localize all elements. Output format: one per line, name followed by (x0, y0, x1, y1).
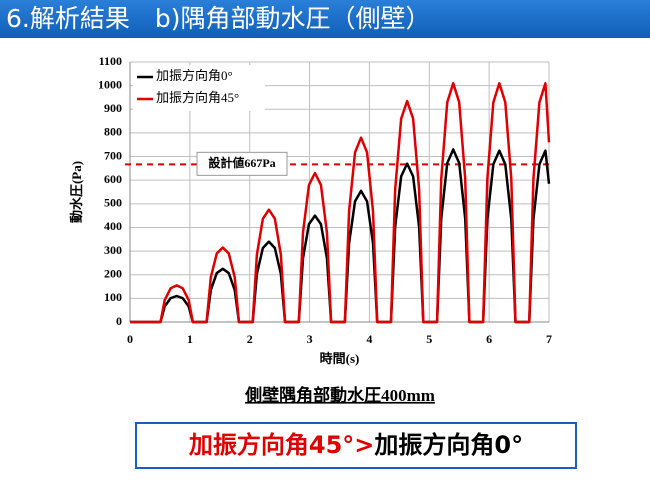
slide-title: 6.解析結果 b)隅角部動水圧（側壁） (6, 4, 430, 33)
conclusion-right: 加振方向角0° (374, 431, 523, 459)
y-tick-label: 200 (104, 266, 122, 280)
y-tick-label: 100 (104, 290, 122, 304)
x-tick-label: 6 (486, 332, 492, 346)
x-tick-label: 3 (307, 332, 313, 346)
legend-label: 加振方向角45° (156, 90, 239, 105)
conclusion-box (135, 422, 577, 469)
x-axis-label: 時間(s) (320, 351, 360, 366)
y-tick-label: 300 (104, 243, 122, 257)
y-tick-label: 600 (104, 172, 122, 186)
header-bar (0, 0, 650, 38)
y-axis-label: 動水圧(Pa) (69, 161, 84, 223)
reference-label: 設計値667Pa (208, 155, 275, 170)
y-tick-label: 1000 (98, 77, 122, 91)
series-line (130, 82, 551, 324)
x-tick-label: 0 (127, 332, 133, 346)
legend-box (133, 65, 265, 111)
legend-label: 加振方向角0° (156, 68, 233, 83)
x-tick-label: 2 (247, 332, 253, 346)
reference-label-box (196, 151, 288, 176)
y-tick-label: 900 (104, 101, 122, 115)
y-tick-label: 500 (104, 196, 122, 210)
y-tick-label: 800 (104, 125, 122, 139)
y-tick-label: 1100 (99, 54, 122, 68)
y-tick-label: 700 (104, 148, 122, 162)
x-tick-label: 7 (546, 332, 552, 346)
caption: 側壁隅角部動水圧400mm (244, 385, 435, 405)
x-tick-label: 1 (187, 332, 193, 346)
conclusion: 加振方向角45°>加振方向角0° (189, 431, 523, 459)
y-tick-label: 0 (116, 314, 122, 328)
y-tick-label: 400 (104, 219, 122, 233)
x-tick-label: 4 (366, 332, 372, 346)
conclusion-left: 加振方向角45°> (189, 431, 375, 459)
x-tick-label: 5 (426, 332, 432, 346)
